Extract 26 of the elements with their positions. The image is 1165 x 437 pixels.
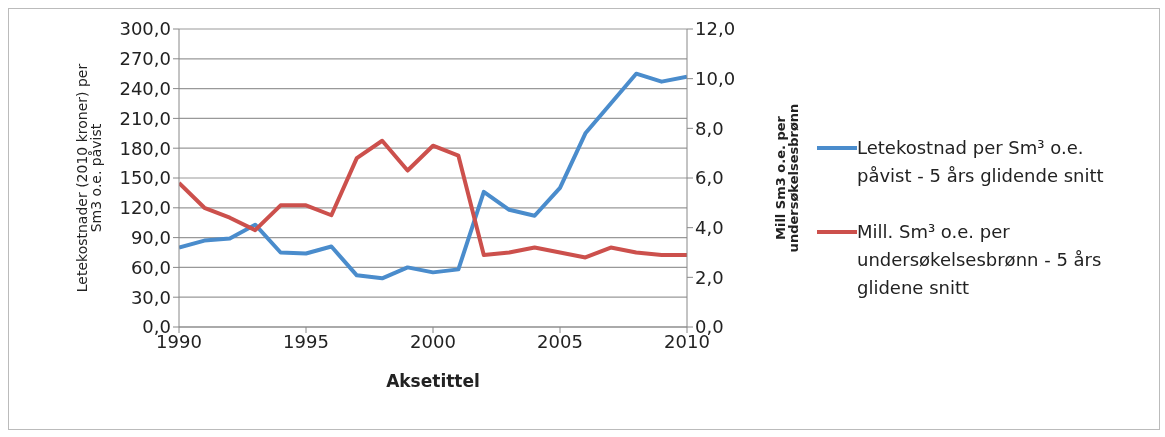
legend-label: Letekostnad per Sm³ o.e. påvist - 5 års glidende snitt bbox=[857, 136, 1105, 188]
y2-tick-label: 8,0 bbox=[695, 117, 724, 139]
y2-tick-label: 12,0 bbox=[695, 18, 736, 40]
y-tick-label: 240,0 bbox=[119, 77, 171, 99]
x-tick-label: 2005 bbox=[537, 330, 583, 352]
x-tick-label: 2000 bbox=[410, 330, 456, 352]
y-tick-label: 30,0 bbox=[130, 286, 171, 308]
line-series bbox=[179, 138, 687, 260]
y-tick-label: 120,0 bbox=[119, 197, 171, 219]
y-tick-label: 210,0 bbox=[119, 107, 171, 129]
y2-tick-label: 4,0 bbox=[695, 217, 724, 239]
x-axis-title: Aksetittel bbox=[386, 371, 480, 391]
y2-tick-label: 10,0 bbox=[695, 68, 736, 90]
y-tick-label: 60,0 bbox=[130, 256, 171, 278]
line-series bbox=[179, 71, 687, 281]
y-axis-title: Letekostnader (2010 kroner) per Sm3 o.e. påvist bbox=[73, 63, 104, 293]
y-tick-label: 270,0 bbox=[119, 48, 171, 70]
legend-label: Mill. Sm³ o.e. per undersøkelsesbrønn - 5 års glidene snitt bbox=[857, 220, 1103, 300]
y-tick-label: 90,0 bbox=[130, 226, 171, 248]
y-tick-label: 300,0 bbox=[119, 18, 171, 40]
x-tick-label: 1995 bbox=[283, 330, 329, 352]
y2-axis-title: Mill Sm3 o.e. per undersøkelsesbrønn bbox=[773, 103, 802, 253]
y-tick-label: 180,0 bbox=[119, 137, 171, 159]
y2-tick-label: 6,0 bbox=[695, 167, 724, 189]
y-tick-label: 150,0 bbox=[119, 167, 171, 189]
y2-tick-label: 2,0 bbox=[695, 266, 724, 288]
